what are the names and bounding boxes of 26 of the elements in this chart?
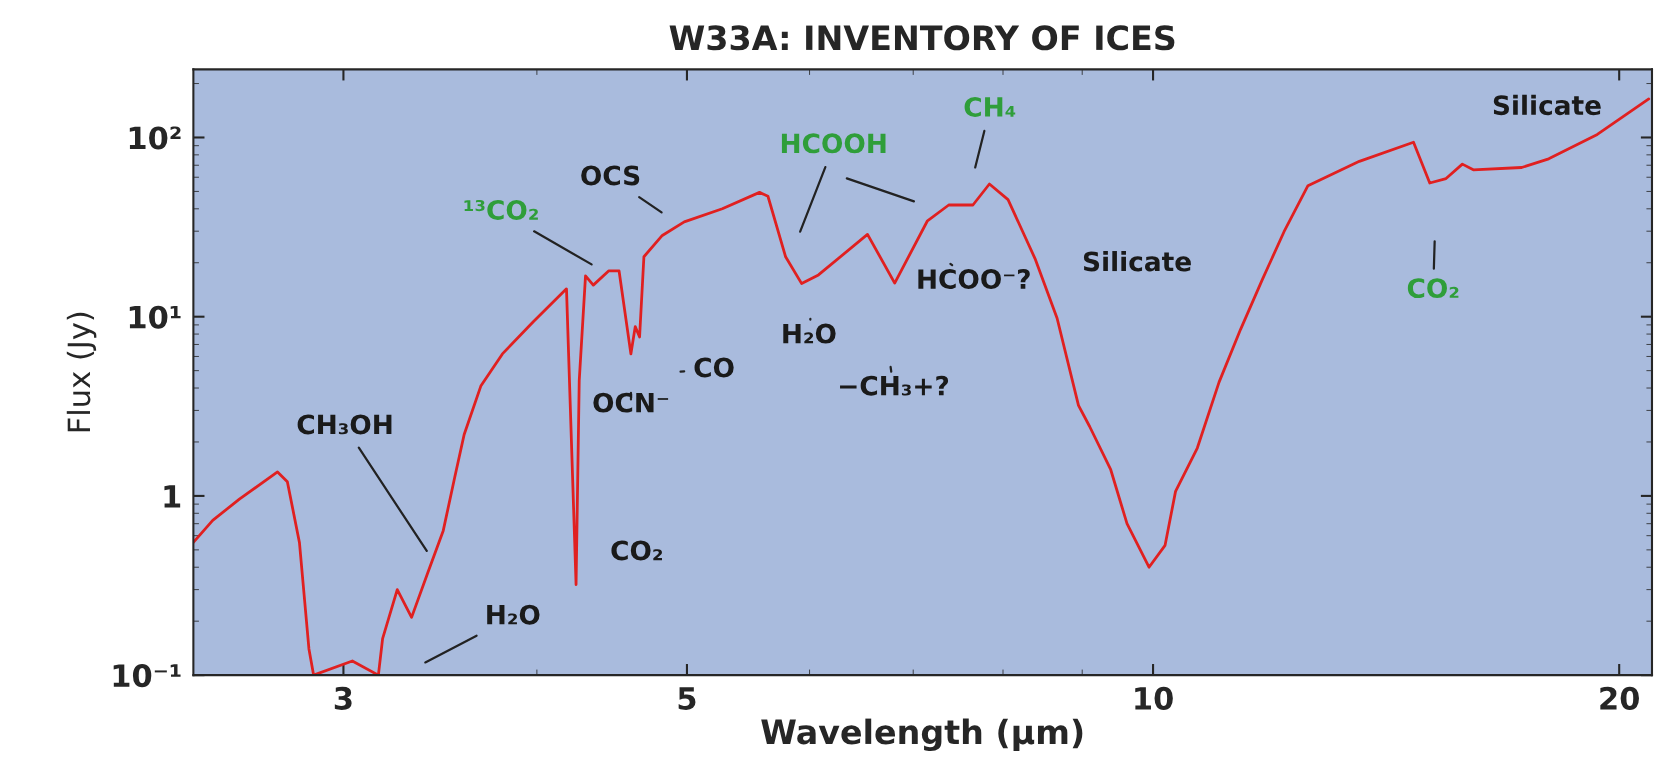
annotation: CH₃OH xyxy=(297,414,392,435)
x-tick-label: 3 xyxy=(334,686,352,710)
y-tick-label: 1 xyxy=(164,485,181,508)
annotation: CH₄ xyxy=(964,97,1016,117)
annotation: CO₂ xyxy=(1407,278,1459,299)
y-tick-label: 10¹ xyxy=(129,305,181,329)
annotation: HCOOH xyxy=(781,133,886,154)
x-tick-label: 20 xyxy=(1600,686,1639,710)
y-tick-label: 10² xyxy=(129,126,181,150)
annotation: OCN⁻ xyxy=(593,392,669,413)
annotation: ¹³CO₂ xyxy=(464,200,538,220)
annotation: Silicate xyxy=(1083,251,1191,272)
y-axis-title: Flux (Jy) xyxy=(66,312,97,432)
annotation: H₂O xyxy=(783,323,836,344)
annotation: CO xyxy=(694,357,734,378)
x-tick-label: 5 xyxy=(678,687,696,710)
annotation: H₂O xyxy=(487,604,540,625)
annotation: HCOO⁻? xyxy=(918,269,1030,290)
chart-title: W33A: INVENTORY OF ICES xyxy=(669,25,1175,51)
annotation: Silicate xyxy=(1493,94,1601,116)
x-tick-label: 10 xyxy=(1135,686,1173,710)
y-tick-label: 10⁻¹ xyxy=(113,664,181,688)
annotation: CO₂ xyxy=(611,540,662,561)
annotation: −CH₃+? xyxy=(840,375,949,396)
x-axis-title: Wavelength (μm) xyxy=(761,718,1083,752)
annotation: OCS xyxy=(581,165,640,186)
